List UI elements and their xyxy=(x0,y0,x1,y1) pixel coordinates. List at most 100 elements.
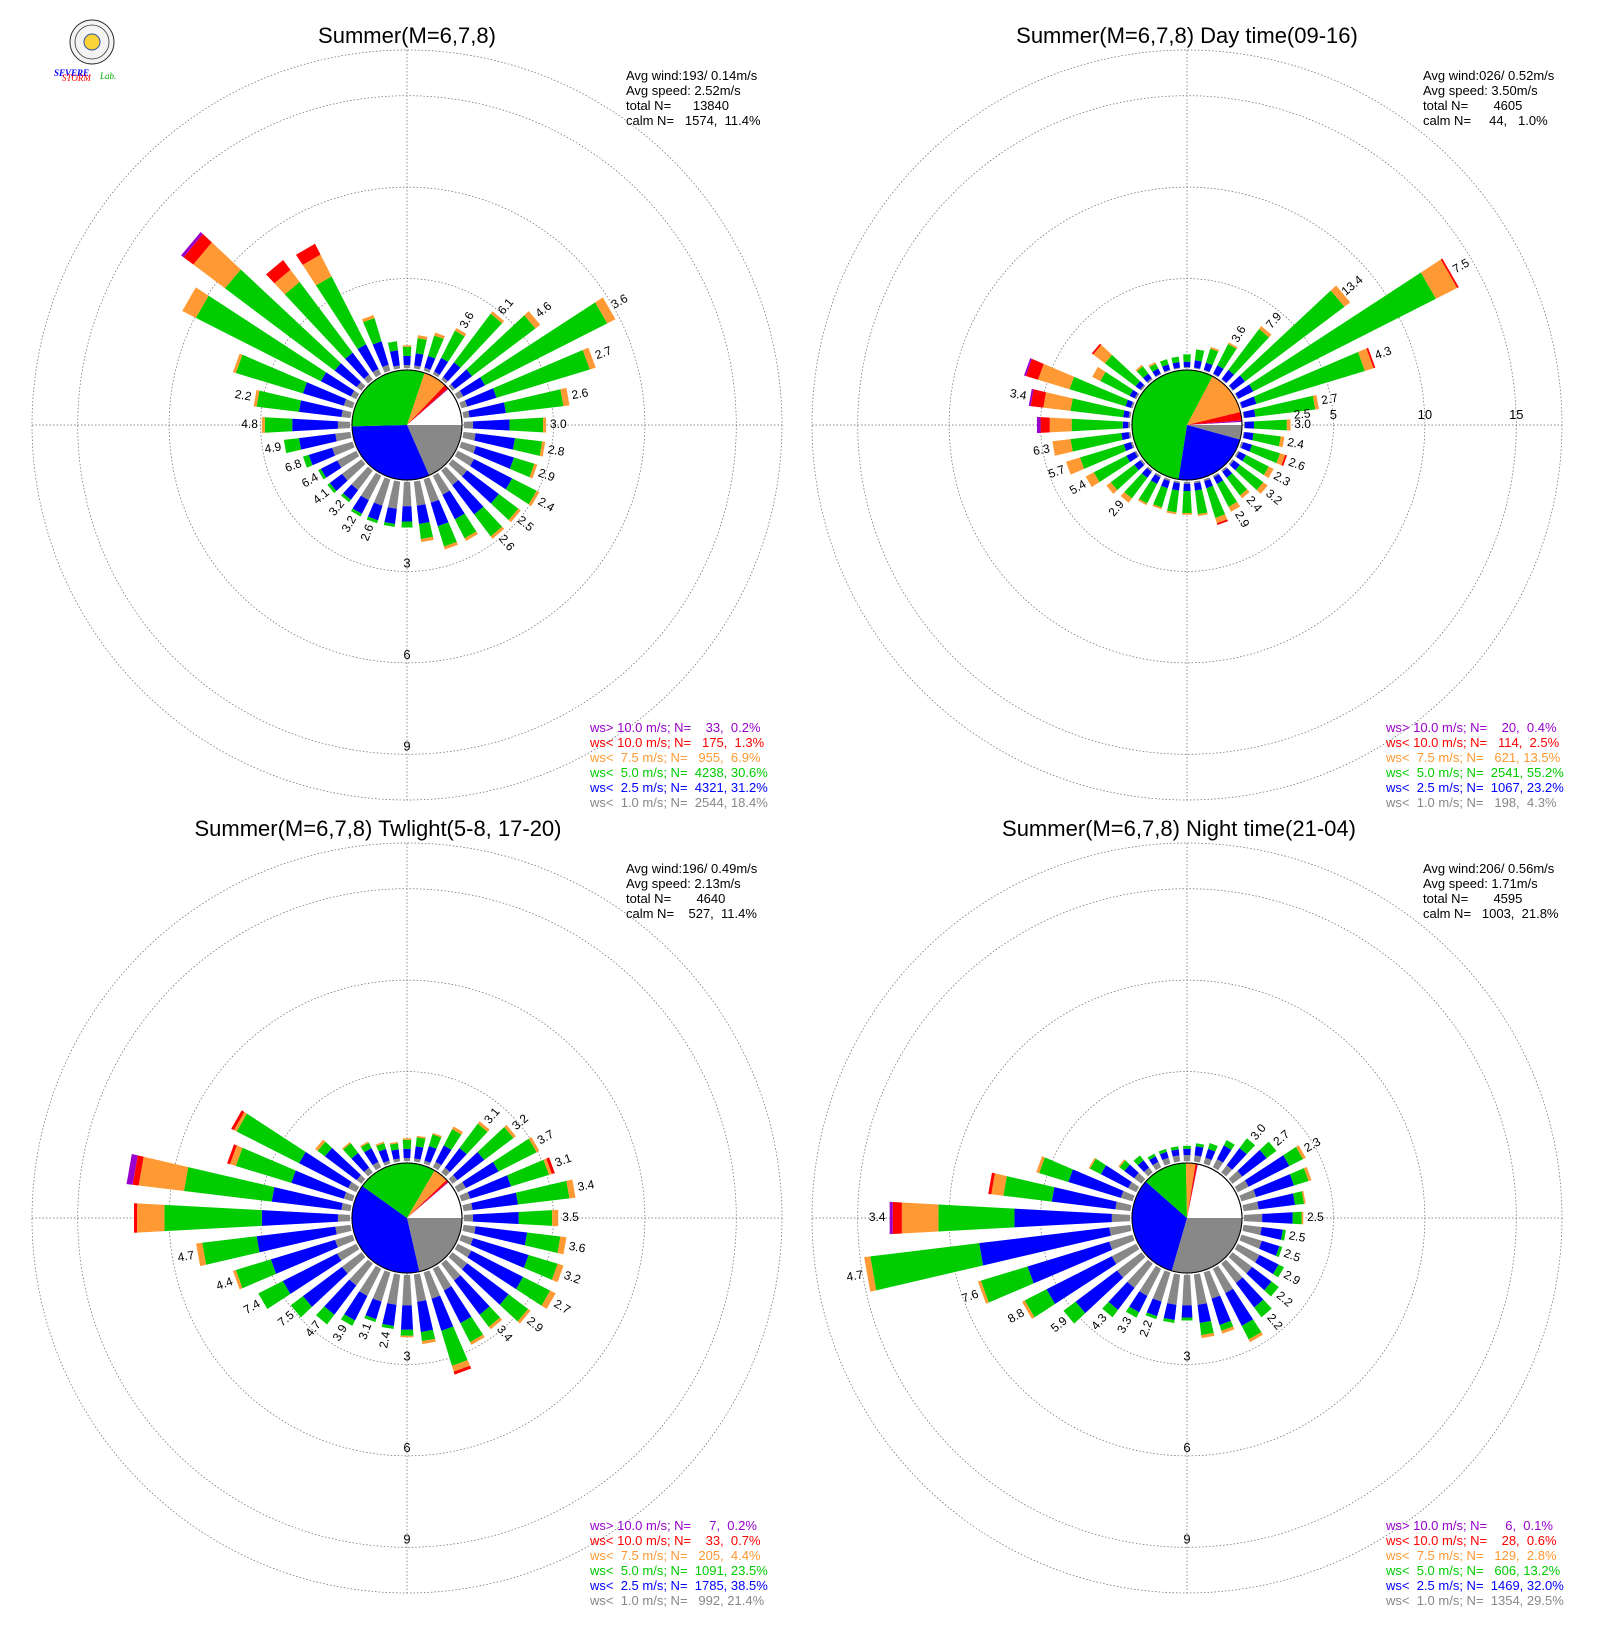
bar-segment-calm xyxy=(462,1203,473,1212)
bar-segment-lt2_5 xyxy=(334,363,361,388)
bar-segment-calm xyxy=(1242,1201,1259,1212)
legend: ws> 10.0 m/s; N= 33, 0.2% ws< 10.0 m/s; … xyxy=(589,720,768,810)
bar-segment-calm xyxy=(441,376,449,384)
bar-segment-calm xyxy=(1221,378,1227,384)
bar-segment-lt5 xyxy=(236,1113,306,1164)
bar-segment-lt2_5 xyxy=(1146,1298,1162,1317)
bar-segment-calm xyxy=(1173,480,1181,484)
bar-segment-lt5 xyxy=(1104,354,1141,387)
bar-segment-lt2_5 xyxy=(352,495,369,514)
bar-segment-lt5 xyxy=(202,1236,260,1265)
bar-segment-lt2_5 xyxy=(473,1211,519,1225)
bar-segment-lt7_5 xyxy=(451,1360,471,1372)
bar-segment-calm xyxy=(382,364,391,373)
stats-total-n: total N= 4605 xyxy=(1423,98,1522,113)
bar-segment-lt2_5 xyxy=(282,1253,342,1295)
bar-segment-lt7_5 xyxy=(1296,1145,1306,1160)
bar-segment-lt2_5 xyxy=(462,1161,499,1189)
bar-labels: 3.0 2.7 2.32.52.52.52.92.22.22.23.34.35.98… xyxy=(845,1121,1324,1339)
bar-segment-calm xyxy=(403,365,411,369)
bar-segment-calm xyxy=(1134,1172,1146,1184)
bar-value-label: 3.2 xyxy=(326,497,348,519)
bar-segment-lt5 xyxy=(466,315,536,377)
bar-value-label: 6.8 xyxy=(283,456,304,475)
bar-segment-calm xyxy=(459,1192,471,1202)
bar-segment-lt2_5 xyxy=(1253,1174,1295,1197)
bar-segment-calm xyxy=(1130,401,1135,409)
bar-segment-lt2_5 xyxy=(1194,1146,1204,1157)
bar-segment-lt7_5 xyxy=(551,1263,564,1283)
bar-value-label: 2.2 xyxy=(234,387,253,404)
bar-segment-lt5 xyxy=(1235,464,1264,491)
bar-segment-lt2_5 xyxy=(474,433,516,450)
stats-avg-speed: Avg speed: 2.52m/s xyxy=(626,83,741,98)
bar-segment-lt7_5 xyxy=(560,387,570,407)
bar-segment-calm xyxy=(1183,481,1191,484)
bar-segment-lt5 xyxy=(318,468,327,480)
bar-segment-calm xyxy=(1182,1274,1192,1306)
bar-segment-calm xyxy=(402,481,412,507)
bar-segment-calm xyxy=(1164,369,1171,373)
bar-segment-lt7_5 xyxy=(1215,514,1228,524)
bar-segment-lt5 xyxy=(505,478,537,505)
bar-segment-gt10 xyxy=(1023,358,1032,376)
bar-segment-calm xyxy=(423,1160,431,1166)
bar-segment-lt5 xyxy=(1216,480,1238,507)
bar-segment-lt7_5 xyxy=(261,417,265,433)
bar-segment-lt2_5 xyxy=(382,1303,397,1327)
bar-segment-lt7_5 xyxy=(1118,1159,1126,1168)
bar-value-label: 4.8 xyxy=(241,417,258,431)
bar-segment-lt5 xyxy=(1281,1229,1286,1241)
bar-segment-lt7_5 xyxy=(402,1138,412,1140)
bar-value-label: 3.0 xyxy=(1294,417,1311,431)
bar-value-label: 3.7 xyxy=(535,1127,557,1148)
bar-segment-lt2_5 xyxy=(1150,474,1161,484)
bar-segment-lt7_5 xyxy=(1037,363,1075,390)
logo-text-lab: Lab. xyxy=(99,71,116,81)
bar-segment-lt7_5 xyxy=(1228,342,1238,349)
bar-segment-lt2_5 xyxy=(414,353,424,367)
bar-value-label: 2.9 xyxy=(524,1314,546,1336)
bar-segment-lt7_5 xyxy=(528,1136,540,1153)
stats-calm-n: calm N= 1003, 21.8% xyxy=(1423,906,1559,921)
bar-segment-calm xyxy=(356,1174,366,1184)
bar-segment-calm xyxy=(1221,1259,1243,1284)
bar-segment-lt5 xyxy=(224,269,341,371)
bar-segment-lt10 xyxy=(1440,258,1459,288)
bar-segment-calm xyxy=(1115,1201,1132,1212)
bar-segment-lt2_5 xyxy=(378,1148,390,1163)
bar-segment-lt7_5 xyxy=(417,335,428,340)
bar-segment-lt5 xyxy=(1145,1312,1158,1320)
bar-value-label: 3.1 xyxy=(355,1321,374,1342)
stats-avg-speed: Avg speed: 3.50m/s xyxy=(1423,83,1538,98)
stats-calm-n: calm N= 1574, 11.4% xyxy=(626,113,761,128)
bar-segment-lt2_5 xyxy=(1240,396,1257,409)
bar-segment-lt7_5 xyxy=(1085,472,1100,488)
bar-segment-lt2_5 xyxy=(444,1148,467,1172)
bar-segment-calm xyxy=(413,1158,421,1163)
ring-tick-label: 9 xyxy=(1183,1531,1190,1546)
bar-segment-lt2_5 xyxy=(1124,1164,1139,1179)
bar-segment-lt2_5 xyxy=(302,1266,348,1307)
bar-segment-lt5 xyxy=(493,350,590,398)
bar-segment-lt5 xyxy=(1136,366,1149,379)
bar-segment-lt5 xyxy=(479,1306,501,1327)
bar-segment-lt2_5 xyxy=(473,419,510,431)
bar-segment-lt2_5 xyxy=(1172,482,1180,491)
bar-segment-lt5 xyxy=(454,513,477,539)
bar-segment-lt2_5 xyxy=(1262,1212,1293,1224)
bar-segment-lt10 xyxy=(546,1157,555,1174)
pie-slice-lt10 xyxy=(1187,1163,1198,1218)
bar-segment-calm xyxy=(387,1273,401,1305)
bar-segment-calm xyxy=(1152,1270,1171,1302)
bar-segment-lt2_5 xyxy=(391,1149,400,1160)
bar-segment-lt2_5 xyxy=(261,1210,338,1226)
bar-segment-lt5 xyxy=(315,1306,335,1325)
legend-entry: ws< 10.0 m/s; N= 28, 0.6% xyxy=(1385,1533,1557,1548)
bar-segment-lt2_5 xyxy=(1211,1295,1231,1326)
bar-segment-lt5 xyxy=(389,1143,399,1151)
speed-pie xyxy=(351,369,463,481)
bar-segment-lt10 xyxy=(988,1172,995,1195)
bar-segment-lt2_5 xyxy=(1244,421,1254,429)
